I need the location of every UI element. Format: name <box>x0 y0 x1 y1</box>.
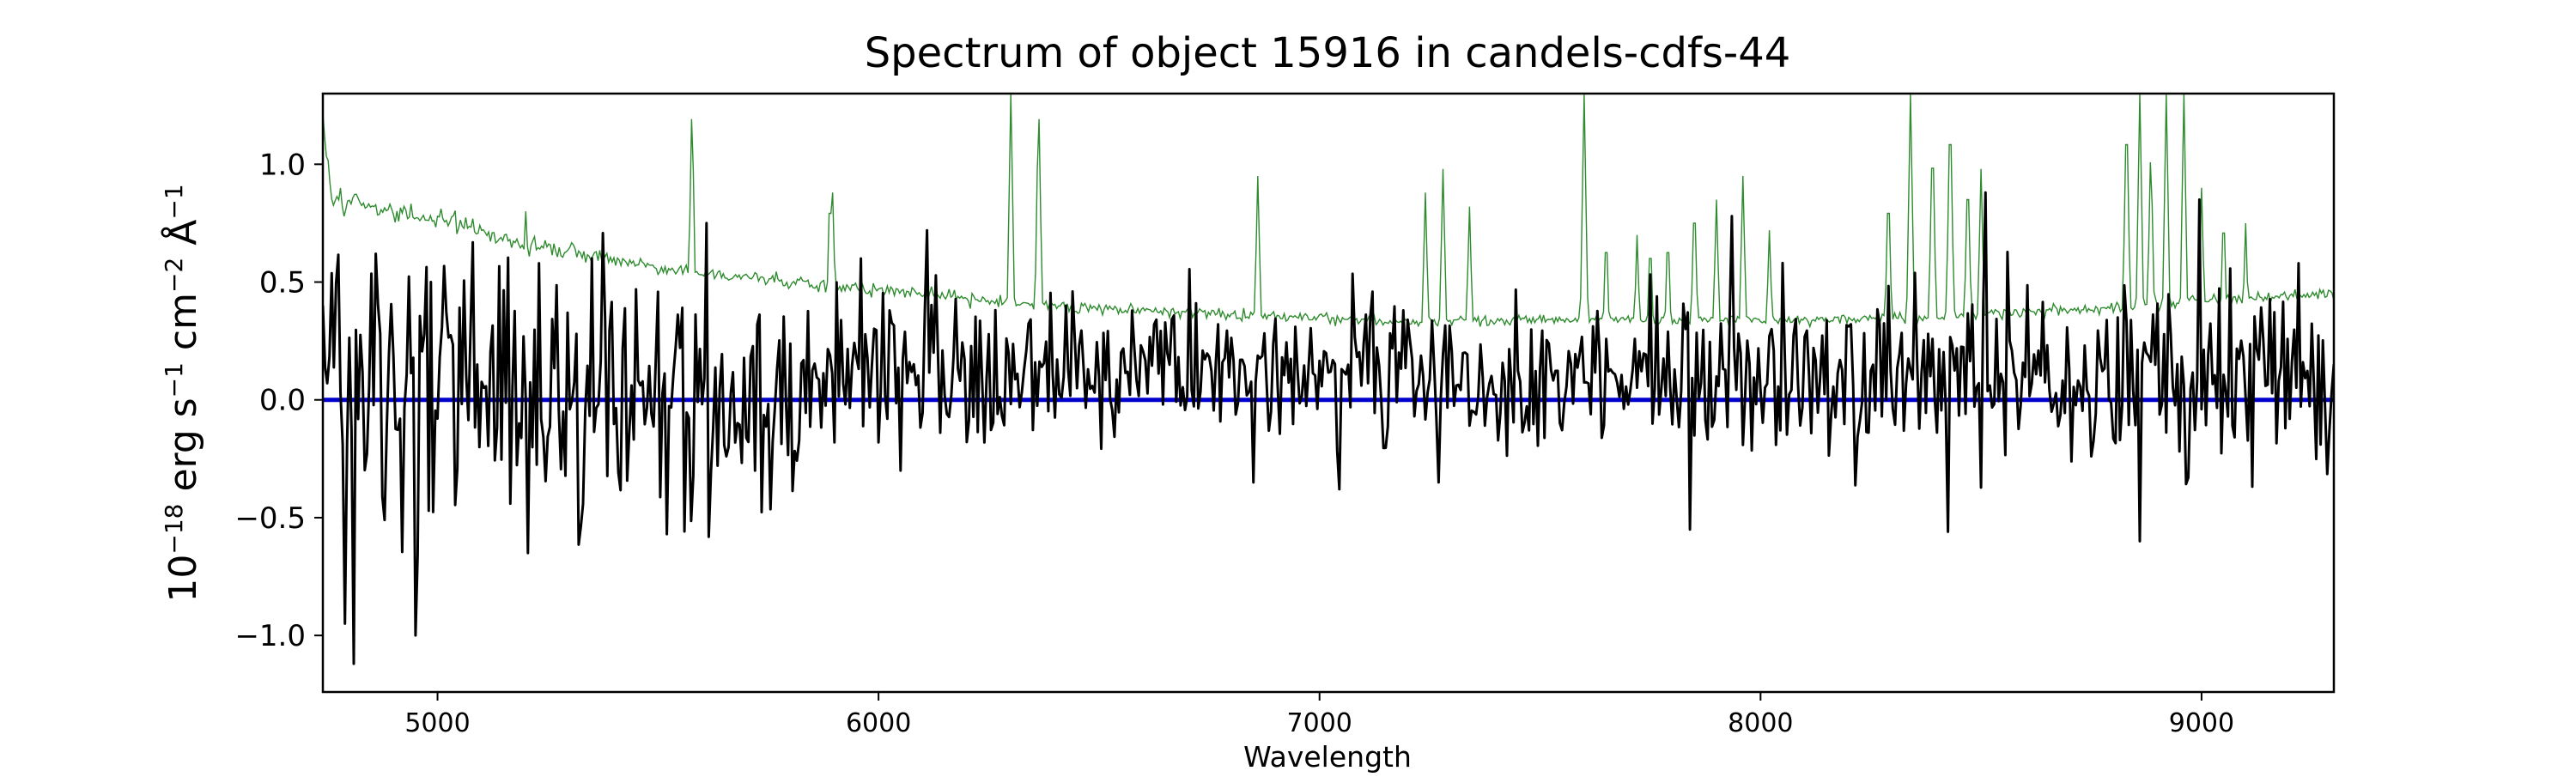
x-tick-label: 5000 <box>404 708 470 738</box>
plot-area: 5000 6000 7000 8000 9000 1.0 0.5 0.0 −0.5 −1.0 <box>234 92 2336 738</box>
plot-frame <box>321 92 2336 694</box>
series-flux-line <box>323 191 2334 665</box>
x-tick-label: 6000 <box>846 708 911 738</box>
y-tick-label: 1.0 <box>259 148 306 182</box>
y-axis-label-base: 10 <box>161 555 205 603</box>
chart-title: Spectrum of object 15916 in candels-cdfs… <box>865 29 1791 77</box>
y-axis-label-exp: −18 <box>160 504 188 555</box>
y-axis-label-exp3: −2 <box>160 258 188 293</box>
y-axis-label: 10−18 erg s−1 cm−2 Å−1 <box>160 184 206 602</box>
y-axis-label-unit-angstrom: Å <box>160 220 205 258</box>
y-axis-label-exp4: −1 <box>160 184 188 219</box>
y-axis-label-exp2: −1 <box>160 362 188 398</box>
y-tick-label: 0.5 <box>259 266 306 300</box>
x-axis-label: Wavelength <box>1243 740 1412 773</box>
y-tick-label: −1.0 <box>234 619 306 653</box>
y-axis: 1.0 0.5 0.0 −0.5 −1.0 <box>234 148 323 653</box>
y-tick-label: 0.0 <box>259 384 306 418</box>
y-tick-label: −0.5 <box>234 501 306 536</box>
y-axis-label-unit-erg: erg s <box>161 398 205 503</box>
x-tick-label: 9000 <box>2169 708 2234 738</box>
series-error-line <box>323 94 2334 329</box>
x-tick-label: 7000 <box>1287 708 1352 738</box>
series-layer <box>323 94 2334 665</box>
y-axis-label-unit-cm: cm <box>161 293 205 362</box>
x-tick-label: 8000 <box>1728 708 1793 738</box>
x-axis: 5000 6000 7000 8000 9000 <box>404 692 2234 738</box>
